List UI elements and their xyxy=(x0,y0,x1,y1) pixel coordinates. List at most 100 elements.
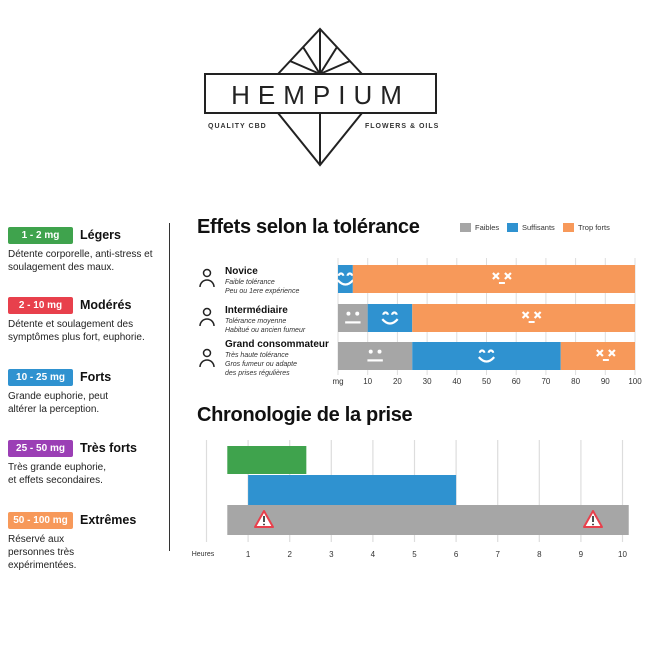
x-tick-label: 100 xyxy=(628,377,642,386)
dose-level: Légers xyxy=(80,228,121,242)
logo-tagline-right: FLOWERS & OILS xyxy=(365,123,440,130)
dose-description: Détente et soulagement des symptômes plu… xyxy=(8,319,145,343)
x-tick-label: 8 xyxy=(537,550,542,559)
person-icon xyxy=(202,348,212,358)
dose-description: Grande euphorie, peut altérer la percept… xyxy=(8,391,109,415)
label-line: 30 à 120 xyxy=(254,457,280,464)
profile-name: Intermédiaire xyxy=(225,305,288,316)
dose-level: Modérés xyxy=(80,298,132,312)
x-tick-label: 50 xyxy=(482,377,491,386)
x-tick-label: 30 xyxy=(422,377,432,386)
timeline-bar-label: Apparition des effets 30 à 120 minutes xyxy=(227,449,306,473)
dose-badge: 50 - 100 mg xyxy=(8,512,73,529)
dose-badge: 1 - 2 mg xyxy=(8,227,73,244)
bar-segment xyxy=(367,304,413,332)
x-tick-label: 7 xyxy=(495,550,500,559)
dose-badge: 2 - 10 mg xyxy=(8,297,73,314)
x-tick-label: 90 xyxy=(600,377,610,386)
x-tick-label: 6 xyxy=(453,550,459,559)
logo-tagline-left: QUALITY CBD xyxy=(208,123,267,130)
x-tick-label: 3 xyxy=(329,550,334,559)
neutral-face-icon xyxy=(355,311,360,316)
dose-level: Forts xyxy=(80,370,112,384)
person-icon xyxy=(199,359,215,368)
bar-segment xyxy=(412,304,635,332)
person-icon xyxy=(202,307,212,317)
legend-item: Faibles xyxy=(460,223,499,232)
bar-segment xyxy=(560,342,635,370)
person-icon xyxy=(199,318,215,327)
profile-name: Grand consommateur xyxy=(225,339,329,350)
logo-wordmark: HEMPIUM xyxy=(231,80,410,110)
x-tick-label: 5 xyxy=(412,550,417,559)
label-line: Effets secondaires : Somnolence, baisse … xyxy=(290,516,566,522)
neutral-face-icon xyxy=(377,349,382,354)
smile-face-icon xyxy=(477,356,496,363)
tolerance-chart-title: Effets selon la tolérance xyxy=(197,216,420,238)
dose-badge: 25 - 50 mg xyxy=(8,440,73,457)
dose-description: Détente corporelle, anti-stress et soula… xyxy=(8,249,153,273)
x-tick-label: 10 xyxy=(618,550,627,559)
profile-description: des prises régulières xyxy=(225,370,290,377)
x-tick-label: 70 xyxy=(541,377,551,386)
legend-label: Faibles xyxy=(475,223,500,232)
bar-segment xyxy=(338,342,413,370)
smile-face-icon xyxy=(337,272,354,276)
dizzy-face-icon xyxy=(596,349,604,357)
timeline-bar-label: Durée du High 2 à 5 heures xyxy=(248,484,408,500)
dose-level: Extrêmes xyxy=(80,513,137,527)
timeline-chart-title: Chronologie de la prise xyxy=(197,404,413,426)
bar-segment xyxy=(412,342,561,370)
neutral-face-icon xyxy=(368,349,373,354)
x-axis-label: Heures xyxy=(191,551,215,558)
x-axis-label: mg xyxy=(332,377,344,386)
x-tick-label: 60 xyxy=(511,377,521,386)
x-tick-label: 4 xyxy=(370,550,376,559)
profile-description: Tolérance moyenne xyxy=(225,318,287,325)
dizzy-face-icon xyxy=(533,311,542,319)
person-icon xyxy=(202,268,212,278)
profile-description: Habitué ou ancien fumeur xyxy=(225,327,306,334)
legend-swatch xyxy=(563,223,574,232)
legend-item: Trop forts xyxy=(563,223,610,232)
x-tick-label: 40 xyxy=(452,377,462,386)
neutral-face-icon xyxy=(346,311,351,316)
x-tick-label: 9 xyxy=(578,550,584,559)
dizzy-face-icon xyxy=(521,311,530,319)
dizzy-face-icon xyxy=(504,272,512,280)
timeline-bar-label: Effets secondaires : Somnolence, baisse … xyxy=(227,515,628,523)
profile-description: Gros fumeur ou adapte xyxy=(225,361,297,368)
legend-label: Trop forts xyxy=(578,223,610,232)
smile-face-icon xyxy=(381,318,399,325)
dose-badge: 10 - 25 mg xyxy=(8,369,73,386)
dizzy-face-icon xyxy=(492,272,500,280)
dose-description: Réservé aux personnes très expérimentées… xyxy=(8,534,77,571)
legend-swatch xyxy=(460,223,471,232)
label-line: Durée du High xyxy=(305,484,351,491)
profile-name: Novice xyxy=(225,266,258,277)
x-tick-label: 80 xyxy=(571,377,581,386)
dizzy-face-icon xyxy=(608,349,616,357)
x-tick-label: 20 xyxy=(392,377,402,386)
x-tick-label: 2 xyxy=(287,550,292,559)
smile-face-icon xyxy=(382,311,398,315)
legend-item: Suffisants xyxy=(507,223,555,232)
legend-swatch xyxy=(507,223,518,232)
label-line: Apparition des effets xyxy=(234,449,300,456)
label-line: 2 à 5 heures xyxy=(309,492,347,499)
warning-icon xyxy=(263,523,265,526)
profile-description: Très haute tolérance xyxy=(225,352,289,359)
dose-description: Très grande euphorie, et effets secondai… xyxy=(8,462,107,486)
warning-icon xyxy=(592,523,594,526)
x-tick-label: 1 xyxy=(245,550,251,559)
divider xyxy=(169,223,170,551)
x-tick-label: 10 xyxy=(363,377,373,386)
label-line: minutes xyxy=(254,465,280,472)
profile-description: Faible tolérance xyxy=(225,279,275,286)
profile-description: Peu ou 1ere expérience xyxy=(225,288,300,295)
hempium-logo xyxy=(204,27,437,167)
bar-segment xyxy=(352,265,635,293)
dose-level: Très forts xyxy=(80,441,137,455)
legend-label: Suffisants xyxy=(522,223,555,232)
smile-face-icon xyxy=(478,349,495,353)
